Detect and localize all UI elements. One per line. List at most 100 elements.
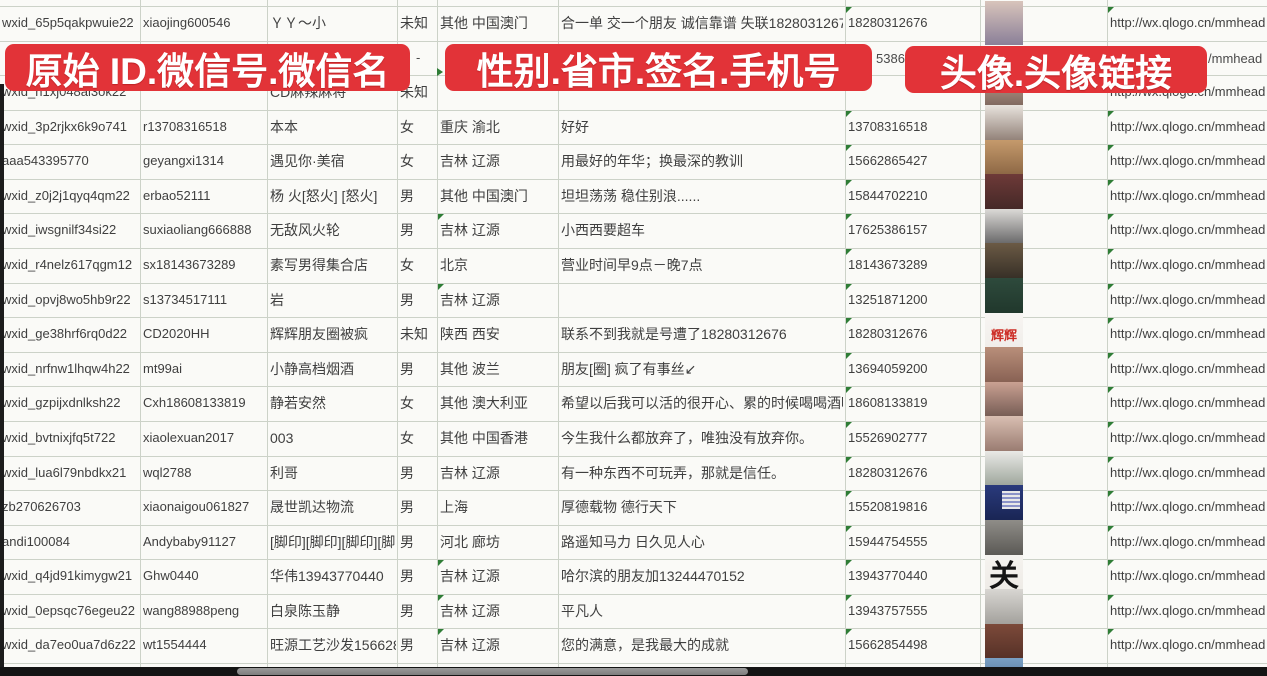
cell-gender[interactable]: 女	[400, 257, 414, 273]
cell-phone[interactable]: 15526902777	[848, 430, 928, 445]
cell-wx[interactable]: erbao52111	[143, 188, 211, 203]
cell-gender[interactable]: 未知	[400, 326, 428, 342]
cell-wx[interactable]: xiaojing600546	[143, 15, 231, 30]
cell-phone[interactable]: 18280312676	[848, 15, 928, 30]
cell-sig[interactable]: 用最好的年华；换最深的教训	[561, 153, 743, 169]
cell-gender[interactable]: 男	[400, 603, 414, 619]
cell-link[interactable]: http://wx.qlogo.cn/mmhead	[1110, 534, 1266, 549]
cell-id[interactable]: wxid_0epsqc76egeu22	[2, 603, 135, 618]
cell-sig[interactable]: 平凡人	[561, 603, 603, 619]
cell-name[interactable]: 辉辉朋友圈被疯	[270, 326, 368, 342]
cell-gender[interactable]: 男	[400, 361, 414, 377]
cell-wx[interactable]: s13734517111	[143, 292, 228, 307]
cell-wx[interactable]: r13708316518	[143, 119, 227, 134]
cell-phone[interactable]: 18280312676	[848, 326, 928, 341]
cell-sig[interactable]: 有一种东西不可玩弄，那就是信任。	[561, 465, 785, 481]
cell-wx[interactable]: Ghw0440	[143, 568, 199, 583]
cell-wx[interactable]: mt99ai	[143, 361, 183, 376]
cell-id[interactable]: wxid_65p5qakpwuie22	[2, 15, 134, 30]
cell-sig[interactable]: 今生我什么都放弃了，唯独没有放弃你。	[561, 430, 813, 446]
cell-id[interactable]: wxid_q4jd91kimygw21	[2, 568, 133, 583]
cell-gender[interactable]: 男	[400, 637, 414, 653]
cell-id[interactable]: wxid_iwsgnilf34si22	[2, 222, 117, 237]
cell-name[interactable]: 小静高档烟酒	[270, 361, 354, 377]
cell-sig[interactable]: 好好	[561, 119, 589, 135]
cell-gender[interactable]: 男	[400, 465, 414, 481]
cell-phone[interactable]: 13251871200	[848, 292, 928, 307]
cell-link[interactable]: http://wx.qlogo.cn/mmhead	[1110, 257, 1266, 272]
cell-phone[interactable]: 15944754555	[848, 534, 928, 549]
cell-name[interactable]: 无敌风火轮	[270, 222, 340, 238]
cell-sig[interactable]: 厚德载物 德行天下	[561, 499, 677, 515]
cell-phone[interactable]: 15662865427	[848, 153, 928, 168]
cell-region[interactable]: 上海	[440, 499, 468, 515]
cell-id[interactable]: andi100084	[2, 534, 70, 549]
cell-id[interactable]: wxid_lua6l79nbdkx21	[2, 465, 127, 480]
cell-name[interactable]: 静若安然	[270, 395, 326, 411]
horizontal-scrollbar-track[interactable]	[0, 667, 1267, 676]
cell-link[interactable]: http://wx.qlogo.cn/mmhead	[1110, 15, 1266, 30]
cell-region[interactable]: 重庆 渝北	[440, 119, 500, 135]
avatar-image-girl-portrait-photo[interactable]	[985, 1, 1023, 45]
cell-id[interactable]: wxid_bvtnixjfq5t722	[2, 430, 116, 445]
cell-name[interactable]: 遇见你·美宿	[270, 153, 345, 169]
cell-gender[interactable]: 男	[400, 292, 414, 308]
cell-id[interactable]: wxid_nrfnw1lhqw4h22	[2, 361, 130, 376]
cell-id[interactable]: zb270626703	[2, 499, 81, 514]
cell-name[interactable]: [脚印][脚印][脚印][脚印	[270, 534, 396, 550]
cell-sig[interactable]: 希望以后我可以活的很开心、累的时候喝喝酒吹吹[	[561, 395, 843, 411]
cell-link[interactable]: http://wx.qlogo.cn/mmhead	[1110, 637, 1266, 652]
cell-link[interactable]: http://wx.qlogo.cn/mmhead	[1110, 465, 1266, 480]
cell-link[interactable]: http://wx.qlogo.cn/mmhead	[1110, 568, 1266, 583]
cell-link[interactable]: http://wx.qlogo.cn/mmhead	[1110, 499, 1266, 514]
cell-id[interactable]: wxid_z0j2j1qyq4qm22	[2, 188, 130, 203]
cell-region[interactable]: 北京	[440, 257, 468, 273]
hidden-row-link-fragment[interactable]: /mmhead	[1208, 51, 1263, 66]
cell-sig[interactable]: 合一单 交一个朋友 诚信靠谱 失联18280312676	[561, 15, 843, 31]
cell-region[interactable]: 其他 中国澳门	[440, 15, 528, 31]
cell-region[interactable]: 吉林 辽源	[440, 637, 500, 653]
cell-link[interactable]: http://wx.qlogo.cn/mmhead	[1110, 603, 1266, 618]
cell-id[interactable]: wxid_3p2rjkx6k9o741	[2, 119, 128, 134]
cell-wx[interactable]: xiaonaigou061827	[143, 499, 250, 514]
cell-name[interactable]: 旺源工艺沙发15662854	[270, 637, 396, 653]
cell-phone[interactable]: 15520819816	[848, 499, 928, 514]
cell-wx[interactable]: CD2020HH	[143, 326, 210, 341]
cell-name[interactable]: 素写男得集合店	[270, 257, 368, 273]
horizontal-scrollbar-thumb[interactable]	[237, 668, 748, 675]
cell-region[interactable]: 吉林 辽源	[440, 465, 500, 481]
cell-name[interactable]: 杨 火[怒火] [怒火]	[270, 188, 378, 204]
cell-gender[interactable]: 女	[400, 395, 414, 411]
cell-name[interactable]: ＹＹ～小	[270, 15, 326, 31]
cell-link[interactable]: http://wx.qlogo.cn/mmhead	[1110, 222, 1266, 237]
cell-link[interactable]: http://wx.qlogo.cn/mmhead	[1110, 119, 1266, 134]
cell-gender[interactable]: 男	[400, 534, 414, 550]
cell-phone[interactable]: 15662854498	[848, 637, 928, 652]
cell-link[interactable]: http://wx.qlogo.cn/mmhead	[1110, 361, 1266, 376]
cell-gender[interactable]: 男	[400, 222, 414, 238]
cell-gender[interactable]: 男	[400, 499, 414, 515]
cell-link[interactable]: http://wx.qlogo.cn/mmhead	[1110, 188, 1266, 203]
cell-wx[interactable]: Cxh18608133819	[143, 395, 246, 410]
cell-name[interactable]: 003	[270, 430, 294, 446]
cell-phone[interactable]: 13708316518	[848, 119, 928, 134]
cell-wx[interactable]: wt1554444	[143, 637, 207, 652]
cell-link[interactable]: http://wx.qlogo.cn/mmhead	[1110, 395, 1266, 410]
cell-id[interactable]: wxid_gzpijxdnlksh22	[2, 395, 121, 410]
cell-link[interactable]: http://wx.qlogo.cn/mmhead	[1110, 430, 1266, 445]
cell-id[interactable]: wxid_ge38hrf6rq0d22	[2, 326, 128, 341]
cell-link[interactable]: http://wx.qlogo.cn/mmhead	[1110, 292, 1266, 307]
cell-wx[interactable]: Andybaby91127	[143, 534, 237, 549]
cell-wx[interactable]: suxiaoliang666888	[143, 222, 252, 237]
cell-sig[interactable]: 坦坦荡荡 稳住别浪......	[561, 188, 701, 204]
cell-region[interactable]: 吉林 辽源	[440, 292, 500, 308]
cell-region[interactable]: 其他 澳大利亚	[440, 395, 528, 411]
cell-sig[interactable]: 朋友[圈] 疯了有事丝↙	[561, 361, 697, 377]
cell-region[interactable]: 其他 波兰	[440, 361, 500, 377]
cell-wx[interactable]: wql2788	[143, 465, 192, 480]
cell-phone[interactable]: 15844702210	[848, 188, 928, 203]
cell-link[interactable]: http://wx.qlogo.cn/mmhead	[1110, 326, 1266, 341]
cell-region[interactable]: 吉林 辽源	[440, 568, 500, 584]
cell-id[interactable]: wxid_opvj8wo5hb9r22	[2, 292, 131, 307]
cell-gender[interactable]: 女	[400, 119, 414, 135]
